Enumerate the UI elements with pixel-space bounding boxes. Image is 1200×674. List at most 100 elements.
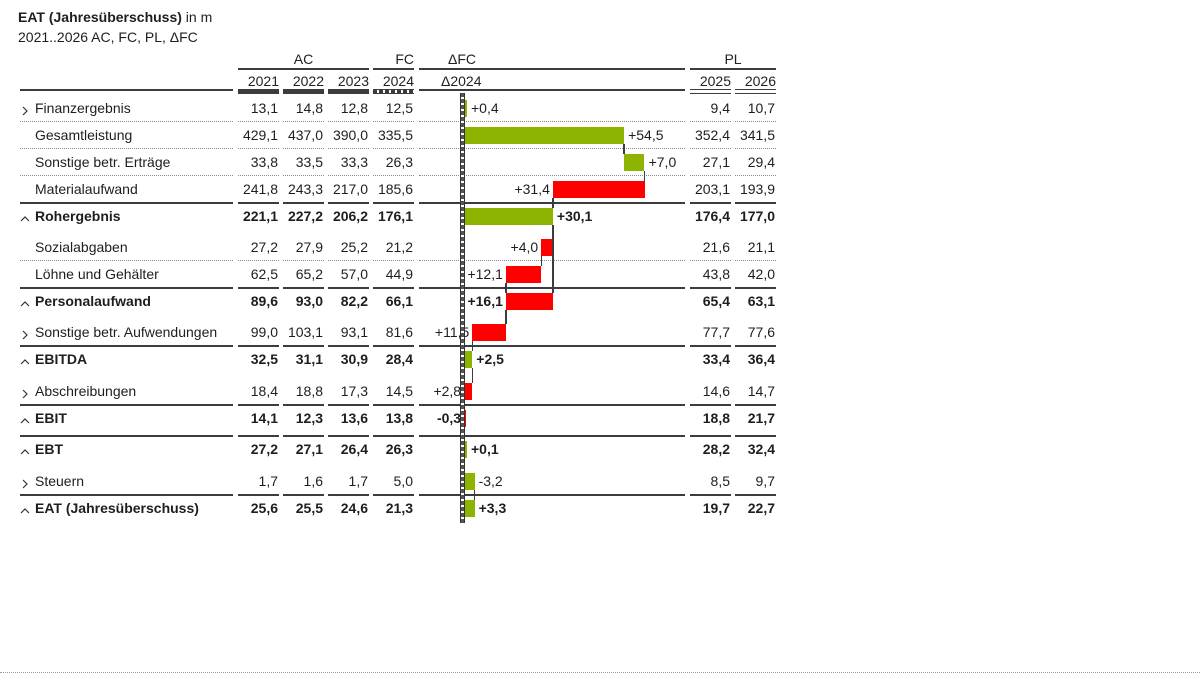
- header-year-pl2026: 2026: [744, 73, 776, 89]
- waterfall-bar-negative: [552, 181, 645, 198]
- report-subtitle: 2021..2026 AC, FC, PL, ΔFC: [18, 29, 198, 45]
- delta-value-label: +3,3: [478, 500, 507, 516]
- sum-separator-line: [328, 404, 369, 406]
- waterfall-connector: [540, 256, 542, 266]
- report-title: EAT (Jahresüberschuss) in m: [18, 8, 212, 26]
- waterfall-connector: [552, 225, 554, 293]
- row-label[interactable]: Finanzergebnis: [35, 100, 131, 116]
- row-label[interactable]: Steuern: [35, 473, 85, 489]
- row-label[interactable]: Personalaufwand: [35, 293, 151, 309]
- cell-ac2022: 31,1: [295, 351, 323, 367]
- row-separator-line: [419, 148, 685, 149]
- header-group-delta-line: [419, 68, 685, 70]
- header-year-delta: Δ2024: [441, 73, 482, 89]
- cell-ac2022: 27,1: [295, 441, 323, 457]
- sum-separator-line: [373, 202, 414, 204]
- cell-fc2024: 5,0: [393, 473, 413, 489]
- cell-ac2023: 1,7: [348, 473, 368, 489]
- cell-ac2021: 33,8: [250, 154, 278, 170]
- cell-ac2023: 17,3: [340, 383, 368, 399]
- cell-ac2021: 429,1: [242, 127, 278, 143]
- row-separator-line: [735, 175, 776, 176]
- expand-chevron-right-icon[interactable]: [20, 386, 30, 399]
- delta-value-label: +12,1: [467, 266, 503, 282]
- row-label[interactable]: Sonstige betr. Aufwendungen: [35, 324, 218, 340]
- cell-pl2026: 22,7: [747, 500, 775, 516]
- waterfall-bar-positive: [465, 208, 553, 225]
- row-label[interactable]: Rohergebnis: [35, 208, 121, 224]
- cell-fc2024: 21,3: [385, 500, 413, 516]
- collapse-chevron-up-icon[interactable]: [20, 211, 30, 222]
- header-group-pl: PL: [724, 51, 742, 67]
- collapse-chevron-up-icon[interactable]: [20, 444, 30, 455]
- expand-chevron-right-icon[interactable]: [20, 327, 30, 340]
- cell-pl2026: 177,0: [739, 208, 775, 224]
- waterfall-bar-negative: [505, 266, 542, 283]
- waterfall-connector: [623, 144, 625, 154]
- header-year-ac2022: 2022: [292, 73, 324, 89]
- row-separator-line: [283, 148, 324, 149]
- expand-chevron-right-icon[interactable]: [20, 476, 30, 489]
- cell-pl2025: 176,4: [694, 208, 730, 224]
- collapse-chevron-up-icon[interactable]: [20, 296, 30, 307]
- sum-separator-line: [328, 345, 369, 347]
- expand-chevron-right-icon[interactable]: [20, 103, 30, 116]
- row-label[interactable]: EAT (Jahresüberschuss): [35, 500, 199, 516]
- row-label[interactable]: EBITDA: [35, 351, 88, 367]
- collapse-chevron-up-icon[interactable]: [20, 503, 30, 514]
- waterfall-connector: [473, 490, 476, 500]
- collapse-chevron-up-icon[interactable]: [20, 413, 30, 424]
- cell-ac2022: 437,0: [287, 127, 323, 143]
- cell-fc2024: 185,6: [377, 181, 413, 197]
- cell-ac2023: 30,9: [340, 351, 368, 367]
- sum-separator-line: [690, 287, 731, 289]
- sum-separator-line: [238, 345, 279, 347]
- collapse-chevron-up-icon[interactable]: [20, 354, 30, 365]
- cell-pl2026: 9,7: [755, 473, 775, 489]
- cell-ac2021: 18,4: [250, 383, 278, 399]
- delta-value-label: -3,2: [478, 473, 503, 489]
- row-separator-line: [373, 175, 414, 176]
- cell-ac2023: 82,2: [340, 293, 368, 309]
- sum-separator-line: [373, 287, 414, 289]
- cell-ac2023: 12,8: [340, 100, 368, 116]
- sum-separator-line: [373, 345, 414, 347]
- waterfall-bar-negative: [464, 383, 473, 400]
- header-group-fc-line: [373, 68, 414, 70]
- cell-pl2025: 21,6: [702, 239, 730, 255]
- waterfall-connector: [643, 171, 646, 181]
- cell-ac2021: 221,1: [242, 208, 278, 224]
- cell-ac2022: 33,5: [295, 154, 323, 170]
- cell-ac2021: 99,0: [250, 324, 278, 340]
- waterfall-bar-positive: [465, 441, 467, 458]
- row-separator-line: [20, 148, 233, 149]
- cell-ac2023: 206,2: [332, 208, 368, 224]
- cell-pl2026: 10,7: [747, 100, 775, 116]
- cell-ac2021: 27,2: [250, 441, 278, 457]
- fc-scenario-underline: [373, 89, 414, 94]
- cell-ac2021: 14,1: [250, 410, 278, 426]
- row-label[interactable]: EBIT: [35, 410, 67, 426]
- header-group-pl-line: [690, 68, 776, 70]
- pl-scenario-underline: [690, 89, 731, 94]
- cell-pl2026: 42,0: [747, 266, 775, 282]
- sum-separator-line: [20, 494, 233, 496]
- cell-fc2024: 26,3: [385, 441, 413, 457]
- waterfall-bar-positive: [465, 100, 467, 117]
- ac-scenario-underline: [283, 89, 324, 94]
- row-separator-line: [238, 148, 279, 149]
- cell-ac2022: 93,0: [295, 293, 323, 309]
- row-label[interactable]: Abschreibungen: [35, 383, 137, 399]
- cell-ac2021: 32,5: [250, 351, 278, 367]
- row-label[interactable]: EBT: [35, 441, 63, 457]
- header-year-fc2024: 2024: [382, 73, 414, 89]
- cell-pl2025: 27,1: [702, 154, 730, 170]
- waterfall-bar-positive: [465, 127, 625, 144]
- row-separator-line: [283, 121, 324, 122]
- row-separator-line: [690, 175, 731, 176]
- cell-ac2023: 390,0: [332, 127, 368, 143]
- sum-separator-line: [283, 202, 324, 204]
- header-year-ac2021: 2021: [247, 73, 279, 89]
- cell-pl2026: 77,6: [747, 324, 775, 340]
- cell-ac2021: 62,5: [250, 266, 278, 282]
